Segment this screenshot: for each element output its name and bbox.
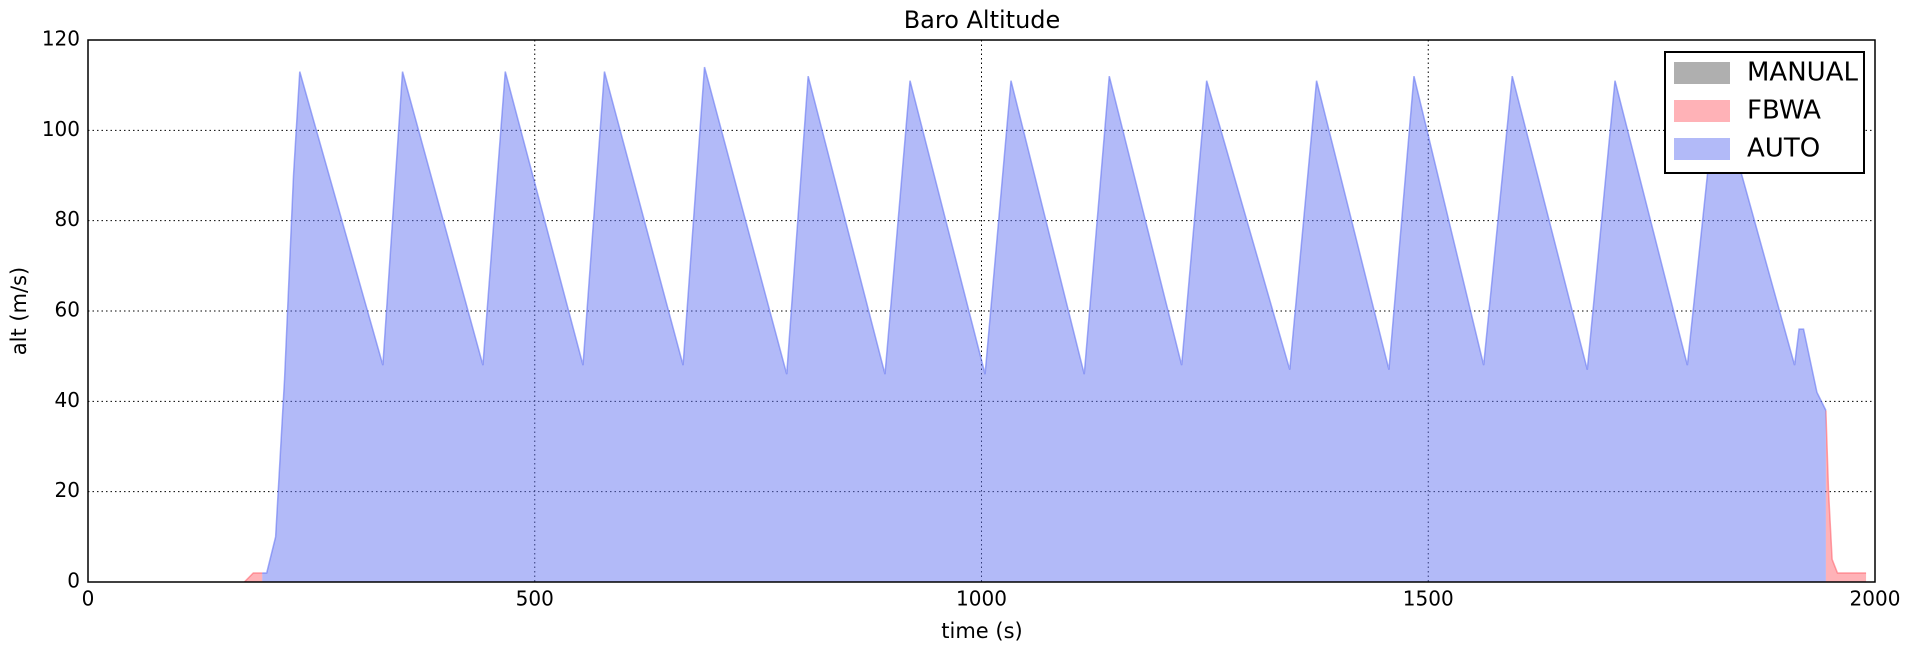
legend-label: AUTO <box>1747 134 1820 164</box>
legend-swatch <box>1674 100 1730 122</box>
area-line <box>243 572 263 583</box>
legend-swatch <box>1674 138 1730 160</box>
y-tick-label: 100 <box>42 117 80 141</box>
x-tick-label: 0 <box>82 587 95 611</box>
legend-label: FBWA <box>1747 96 1821 126</box>
y-tick-label: 40 <box>55 388 80 412</box>
legend-label: MANUAL <box>1747 58 1858 88</box>
y-tick-label: 80 <box>55 207 80 231</box>
area-fill <box>1825 410 1867 582</box>
y-tick-label: 120 <box>42 27 80 51</box>
x-tick-label: 2000 <box>1850 587 1901 611</box>
area-fill <box>244 572 263 582</box>
x-tick-label: 1500 <box>1403 587 1454 611</box>
x-tick-label: 500 <box>516 587 554 611</box>
y-tick-label: 20 <box>55 478 80 502</box>
y-axis-label: alt (m/s) <box>7 267 31 355</box>
y-tick-label: 60 <box>55 298 80 322</box>
area-line <box>1825 410 1867 574</box>
area-fill <box>262 67 1826 583</box>
x-axis-label: time (s) <box>941 619 1022 643</box>
area-line <box>262 66 1827 574</box>
legend-swatch <box>1674 62 1730 84</box>
y-tick-label: 0 <box>67 569 80 593</box>
plot-frame <box>87 39 1876 583</box>
legend: MANUAL FBWA AUTO <box>1664 51 1865 174</box>
chart-title: Baro Altitude <box>904 6 1061 34</box>
x-tick-label: 1000 <box>956 587 1007 611</box>
